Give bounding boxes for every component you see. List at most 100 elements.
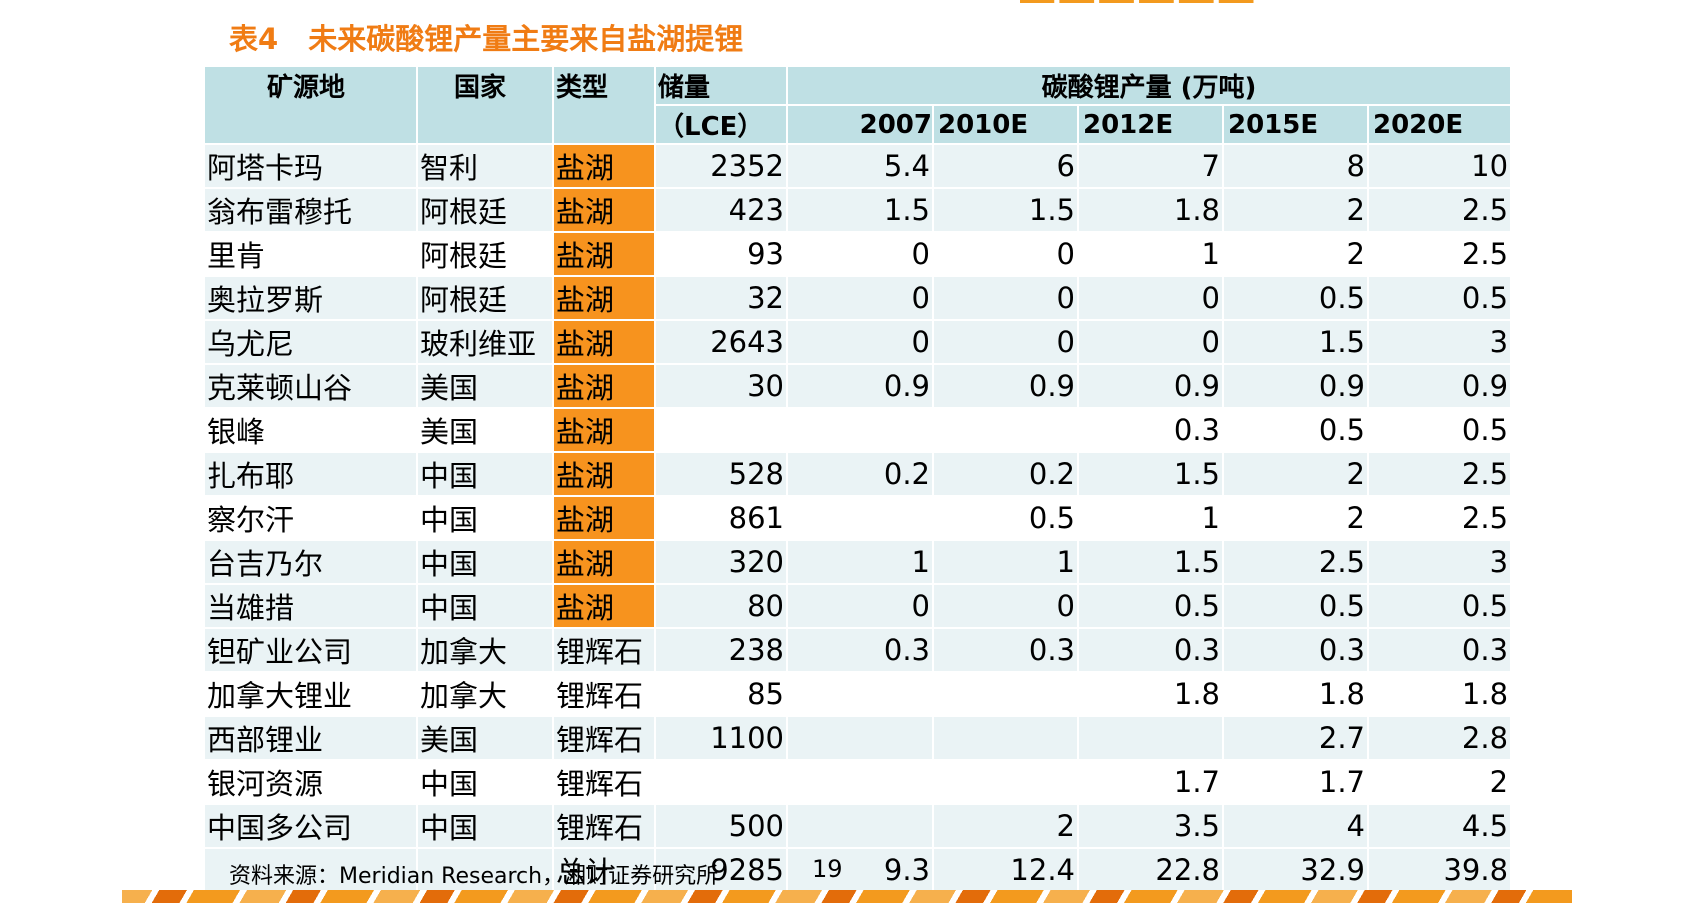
cell-country: 阿根廷 bbox=[416, 231, 554, 277]
cell-production: 2 bbox=[1222, 495, 1369, 541]
cell-type: 盐湖 bbox=[552, 275, 656, 321]
cell-production bbox=[786, 803, 934, 849]
cell-reserve: 30 bbox=[654, 363, 788, 409]
cell-production bbox=[786, 671, 934, 717]
cell-production: 0.5 bbox=[1222, 275, 1369, 321]
header-year: 2020E bbox=[1366, 104, 1513, 145]
cell-production bbox=[786, 407, 934, 453]
header-reserve-unit: （LCE） bbox=[654, 104, 788, 145]
cell-production: 0.3 bbox=[1077, 407, 1224, 453]
cell-production: 0.5 bbox=[1222, 407, 1369, 453]
cell-production: 1 bbox=[932, 539, 1079, 585]
cell-type: 盐湖 bbox=[552, 319, 656, 365]
total-row: 总计 9285 9.3 12.4 22.8 32.9 39.8 bbox=[203, 847, 1513, 893]
table-row: 阿塔卡玛 智利 盐湖 2352 5.4 6 7 8 10 bbox=[203, 143, 1513, 189]
cell-production: 0.9 bbox=[1077, 363, 1224, 409]
header-year: 2010E bbox=[932, 104, 1079, 145]
cell-production: 1 bbox=[786, 539, 934, 585]
cell-production: 0.5 bbox=[1077, 583, 1224, 629]
header-mine: 矿源地 bbox=[203, 65, 418, 145]
header-year: 2007 bbox=[786, 104, 934, 145]
cell-mine: 乌尤尼 bbox=[203, 319, 418, 365]
cell-mine: 当雄措 bbox=[203, 583, 418, 629]
cell-reserve: 2352 bbox=[654, 143, 788, 189]
source-label: 资料来源： bbox=[229, 864, 340, 889]
header-row-years: （LCE） 2007 2010E 2012E 2015E 2020E bbox=[204, 104, 1513, 145]
cell-country: 加拿大 bbox=[416, 627, 554, 673]
cell-reserve bbox=[654, 407, 788, 453]
cell-mine: 中国多公司 bbox=[203, 803, 418, 849]
cell-reserve: 93 bbox=[654, 231, 788, 277]
cell-production: 0 bbox=[786, 231, 934, 277]
cell-country: 阿根廷 bbox=[416, 187, 554, 233]
cell-production: 0 bbox=[786, 319, 934, 365]
cell-production: 0.9 bbox=[932, 363, 1079, 409]
cell-production: 0 bbox=[932, 319, 1079, 365]
cell-reserve: 423 bbox=[654, 187, 788, 233]
cell-production: 2 bbox=[1222, 451, 1369, 497]
cell-production: 2.5 bbox=[1366, 495, 1513, 541]
cell-production: 12.4 bbox=[932, 847, 1079, 893]
cell-production: 0 bbox=[932, 275, 1079, 321]
cell-production: 4.5 bbox=[1366, 803, 1513, 849]
cell-production: 0.3 bbox=[932, 627, 1079, 673]
cell-mine bbox=[203, 847, 418, 893]
cell-production: 1 bbox=[1077, 495, 1224, 541]
cell-production: 0 bbox=[1077, 275, 1224, 321]
cell-production bbox=[786, 495, 934, 541]
cell-production: 1.7 bbox=[1222, 759, 1369, 805]
cell-production: 6 bbox=[932, 143, 1079, 189]
cell-type: 盐湖 bbox=[552, 407, 656, 453]
table-row: 翁布雷穆托 阿根廷 盐湖 423 1.5 1.5 1.8 2 2.5 bbox=[203, 187, 1513, 233]
cell-type: 盐湖 bbox=[552, 451, 656, 497]
cell-type: 盐湖 bbox=[552, 495, 656, 541]
cell-country: 玻利维亚 bbox=[416, 319, 554, 365]
source-org: ，湘财证券研究所 bbox=[542, 864, 719, 889]
decorative-banner-fragment: ▀▀▀▀▀▀ bbox=[1020, 0, 1500, 8]
cell-production: 1.5 bbox=[932, 187, 1079, 233]
cell-type: 盐湖 bbox=[552, 583, 656, 629]
cell-type: 盐湖 bbox=[552, 143, 656, 189]
cell-country: 中国 bbox=[416, 759, 554, 805]
cell-production: 0 bbox=[786, 583, 934, 629]
table-title-text: 未来碳酸锂产量主要来自盐湖提锂 bbox=[308, 22, 744, 56]
cell-production: 1.8 bbox=[1222, 671, 1369, 717]
page-number: 19 bbox=[812, 855, 843, 883]
table-row: 察尔汗 中国 盐湖 861 0.5 1 2 2.5 bbox=[203, 495, 1513, 541]
cell-production: 3 bbox=[1366, 319, 1513, 365]
cell-country: 阿根廷 bbox=[416, 275, 554, 321]
cell-production: 0 bbox=[932, 583, 1079, 629]
cell-reserve: 528 bbox=[654, 451, 788, 497]
cell-production bbox=[932, 715, 1079, 761]
cell-production: 2.5 bbox=[1366, 451, 1513, 497]
cell-reserve bbox=[654, 759, 788, 805]
table-row: 扎布耶 中国 盐湖 528 0.2 0.2 1.5 2 2.5 bbox=[203, 451, 1513, 497]
cell-mine: 加拿大锂业 bbox=[203, 671, 418, 717]
cell-country: 中国 bbox=[416, 451, 554, 497]
cell-production: 0.3 bbox=[1366, 627, 1513, 673]
header-type: 类型 bbox=[552, 65, 656, 145]
cell-production: 0.5 bbox=[1366, 407, 1513, 453]
cell-production: 2 bbox=[1222, 231, 1369, 277]
cell-reserve: 80 bbox=[654, 583, 788, 629]
cell-production: 0.5 bbox=[932, 495, 1079, 541]
cell-reserve: 9285 bbox=[654, 847, 788, 893]
header-reserve: 储量 bbox=[654, 65, 788, 106]
cell-mine: 银河资源 bbox=[203, 759, 418, 805]
cell-production: 1.5 bbox=[1077, 451, 1224, 497]
cell-production: 32.9 bbox=[1222, 847, 1369, 893]
cell-country: 美国 bbox=[416, 715, 554, 761]
header-year: 2015E bbox=[1222, 104, 1369, 145]
cell-production: 0.3 bbox=[786, 627, 934, 673]
cell-reserve: 320 bbox=[654, 539, 788, 585]
cell-production bbox=[1077, 715, 1224, 761]
cell-type: 盐湖 bbox=[552, 231, 656, 277]
cell-mine: 扎布耶 bbox=[203, 451, 418, 497]
cell-production: 2.7 bbox=[1222, 715, 1369, 761]
cell-type: 盐湖 bbox=[552, 363, 656, 409]
cell-country: 美国 bbox=[416, 363, 554, 409]
cell-production: 0.5 bbox=[1222, 583, 1369, 629]
cell-production: 3.5 bbox=[1077, 803, 1224, 849]
lithium-production-table: 矿源地 国家 类型 储量 碳酸锂产量 (万吨) （LCE） 2007 2010E… bbox=[203, 65, 1513, 893]
cell-production: 5.4 bbox=[786, 143, 934, 189]
